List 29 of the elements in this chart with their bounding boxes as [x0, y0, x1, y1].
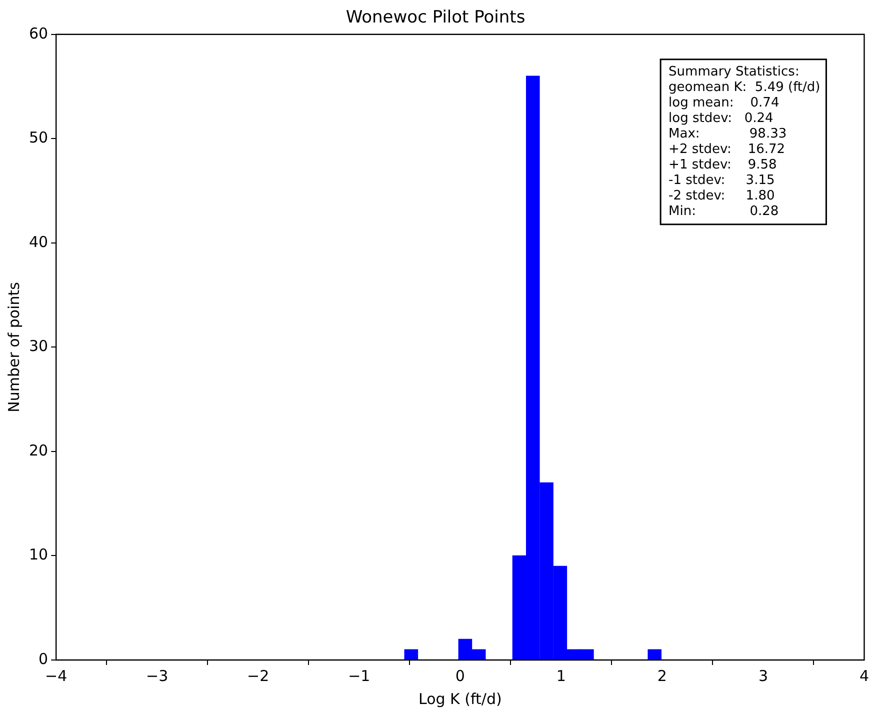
- annotation: -1 stdev: 3.15: [668, 172, 775, 188]
- annotation: +1 stdev: 9.58: [668, 157, 777, 172]
- annotation: Min: 0.28: [668, 204, 779, 219]
- annotation: +2 stdev: 16.72: [668, 142, 786, 157]
- y-tick-label: 10: [28, 546, 48, 564]
- x-tick-label: 0: [455, 666, 465, 685]
- annotation: Summary Statistics:: [668, 64, 800, 80]
- x-tick-label: 3: [758, 666, 768, 685]
- annotation: -2 stdev: 1.80: [668, 188, 775, 204]
- x-axis-title: Log K (ft/d): [418, 690, 502, 708]
- chart-title: Wonewoc Pilot Points: [346, 8, 526, 28]
- x-tick-label: −1: [348, 666, 370, 685]
- y-tick-label: 40: [28, 232, 48, 251]
- y-tick-label: 20: [28, 441, 48, 460]
- y-tick-label: 50: [28, 128, 48, 147]
- x-tick-label: −4: [45, 666, 68, 685]
- y-tick-label: 0: [38, 650, 48, 668]
- annotation: geomean K: 5.49 (ft/d): [668, 80, 820, 95]
- y-axis-title: Number of points: [4, 282, 23, 412]
- annotation: Max: 98.33: [668, 126, 787, 142]
- y-tick-label: 30: [28, 337, 48, 356]
- x-tick-label: −3: [146, 666, 168, 685]
- x-tick-label: −2: [247, 666, 270, 685]
- x-tick-label: 4: [859, 666, 869, 685]
- x-tick-label: 2: [657, 666, 667, 685]
- y-tick-label: 60: [28, 24, 48, 42]
- x-tick-label: 1: [556, 666, 566, 685]
- annotation: log stdev: 0.24: [668, 110, 774, 126]
- annotation: log mean: 0.74: [668, 95, 780, 110]
